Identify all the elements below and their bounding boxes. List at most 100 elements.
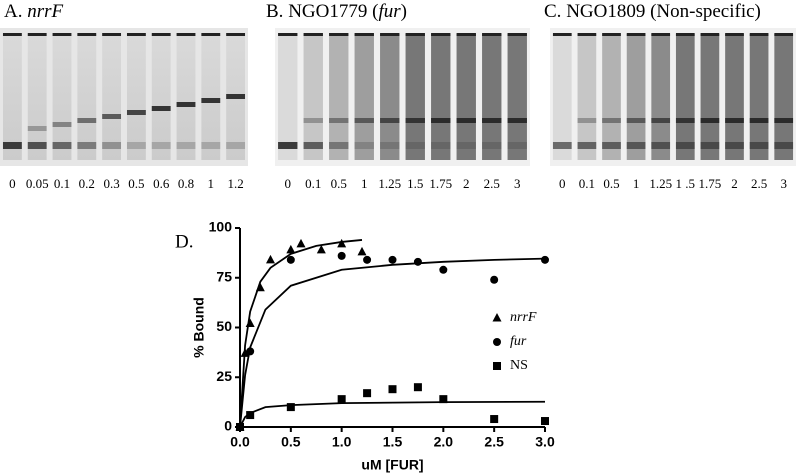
gel-lane [482, 34, 502, 160]
data-point [286, 244, 296, 254]
data-point [541, 417, 549, 426]
gel-lane [431, 34, 451, 160]
gel-lane [380, 34, 400, 160]
legend-marker [492, 313, 502, 322]
data-point [246, 347, 255, 356]
complex-band [151, 106, 171, 111]
gel-lane [675, 34, 695, 160]
lane-label: 0.6 [153, 176, 170, 191]
panel-title-part: NGO1779 ( [288, 1, 378, 22]
free-band [626, 142, 646, 149]
lane-label: 0.1 [305, 176, 321, 191]
data-point [490, 415, 499, 424]
free-band [151, 142, 171, 149]
data-point [240, 348, 250, 357]
gel-well [552, 33, 572, 36]
complex-band [380, 118, 400, 123]
legend-label: NS [510, 358, 528, 373]
lane-label: 0.05 [26, 176, 49, 191]
legend-label: fur [510, 334, 527, 349]
gel-well [329, 33, 349, 36]
complex-band [303, 118, 323, 123]
panel-title: C. NGO1809 (Non-specific) [544, 1, 761, 22]
complex-band [201, 98, 221, 103]
gel-lane [329, 34, 349, 160]
gel-well [278, 33, 298, 36]
complex-band [602, 118, 621, 123]
x-tick-label: 2.5 [484, 434, 504, 450]
gel-well [456, 33, 476, 36]
lane-label: 3 [514, 176, 521, 191]
lane-label: 1.75 [699, 176, 722, 191]
fit-curve [239, 400, 546, 428]
lane-label: 1.5 [407, 176, 423, 191]
free-band [405, 142, 425, 149]
data-point [363, 255, 372, 264]
free-band [77, 142, 97, 149]
free-band [725, 142, 744, 149]
complex-band [52, 122, 72, 127]
data-point [388, 255, 397, 264]
data-point [286, 255, 295, 264]
complex-band [77, 118, 97, 123]
y-tick-label: 75 [216, 268, 232, 284]
complex-band [749, 118, 769, 123]
data-point [541, 255, 549, 264]
free-band [380, 142, 400, 149]
data-point [286, 403, 295, 412]
data-point [337, 251, 346, 260]
fit-curve [239, 239, 363, 428]
free-band [303, 142, 323, 149]
data-point [413, 257, 422, 266]
gel-lane [651, 34, 671, 160]
gel-well [774, 33, 794, 36]
data-point [490, 275, 499, 284]
gel-well [2, 33, 22, 36]
gel-well [52, 33, 72, 36]
complex-band [405, 118, 425, 123]
free-band [651, 142, 671, 149]
data-point [337, 395, 346, 404]
lane-label: 3 [780, 176, 787, 191]
data-point [296, 238, 306, 248]
x-tick-label: 2.0 [434, 434, 454, 450]
lane-label: 2 [463, 176, 470, 191]
data-point [255, 282, 265, 292]
panel-title-part: ) [401, 1, 407, 22]
x-tick-label: 1.0 [332, 434, 352, 450]
x-tick-label: 3.0 [535, 434, 555, 450]
y-tick-label: 0 [224, 418, 232, 434]
gel-lane [507, 34, 527, 160]
data-point [246, 411, 255, 420]
gel-lane [749, 34, 769, 160]
complex-band [482, 118, 502, 123]
gel-lane [278, 34, 298, 160]
data-point [388, 385, 397, 394]
data-point [413, 383, 422, 392]
data-point [337, 238, 347, 248]
free-band [482, 142, 502, 149]
lane-label: 0.5 [128, 176, 144, 191]
complex-band [176, 102, 196, 107]
gel-lane [126, 34, 146, 160]
lane-label: 0 [559, 176, 566, 191]
lane-label: 1 .5 [676, 176, 696, 191]
free-band [602, 142, 621, 149]
gel-lane [303, 34, 323, 160]
free-band [52, 142, 72, 149]
gel-well [482, 33, 502, 36]
gel-well [176, 33, 196, 36]
lane-label: 0.1 [54, 176, 70, 191]
gel-well [303, 33, 323, 36]
lane-label: 1.2 [227, 176, 243, 191]
free-band [700, 142, 720, 149]
data-point [439, 265, 448, 274]
panel-title-part: fur [378, 1, 401, 22]
complex-band [329, 118, 349, 123]
free-band [507, 142, 527, 149]
lane-label: 2.5 [751, 176, 767, 191]
gel-well [226, 33, 246, 36]
gel-lane [27, 34, 47, 160]
gel-well [749, 33, 769, 36]
